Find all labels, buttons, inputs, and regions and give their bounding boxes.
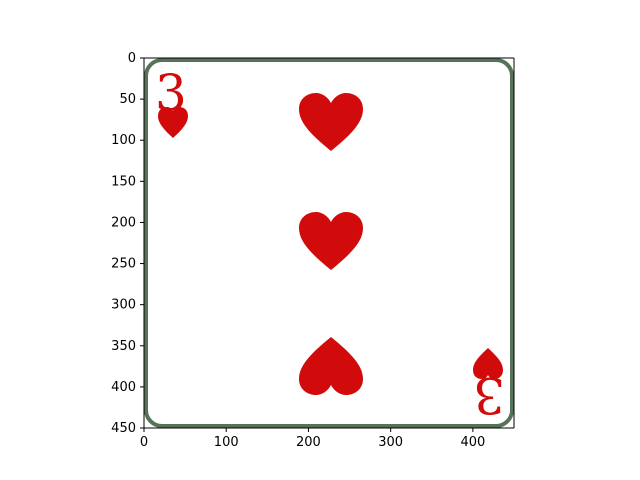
y-tick-label: 300 [111, 298, 136, 313]
x-axis-ticks: 0 100 200 300 400 [140, 428, 485, 450]
x-tick-label: 100 [214, 435, 239, 450]
y-tick-label: 400 [111, 380, 136, 395]
x-tick-label: 0 [140, 435, 148, 450]
y-tick-label: 250 [111, 257, 136, 272]
y-axis-ticks: 0 50 100 150 200 250 300 350 400 450 [111, 51, 144, 436]
heart-icon [158, 107, 188, 138]
x-tick-label: 200 [296, 435, 321, 450]
heart-icon [473, 348, 503, 379]
card-rank-bottom: 3 [473, 366, 505, 424]
heart-icon [299, 212, 363, 270]
x-tick-label: 400 [460, 435, 485, 450]
card-border [144, 58, 514, 428]
y-tick-label: 0 [128, 51, 136, 66]
y-tick-label: 100 [111, 133, 136, 148]
x-tick-label: 300 [378, 435, 403, 450]
y-tick-label: 350 [111, 339, 136, 354]
y-tick-label: 150 [111, 174, 136, 189]
heart-icon [299, 93, 363, 151]
y-tick-label: 200 [111, 215, 136, 230]
y-tick-label: 450 [111, 421, 136, 436]
heart-icon [299, 337, 363, 395]
image-plot-area: 3 3 [144, 58, 514, 428]
y-tick-label: 50 [119, 92, 136, 107]
